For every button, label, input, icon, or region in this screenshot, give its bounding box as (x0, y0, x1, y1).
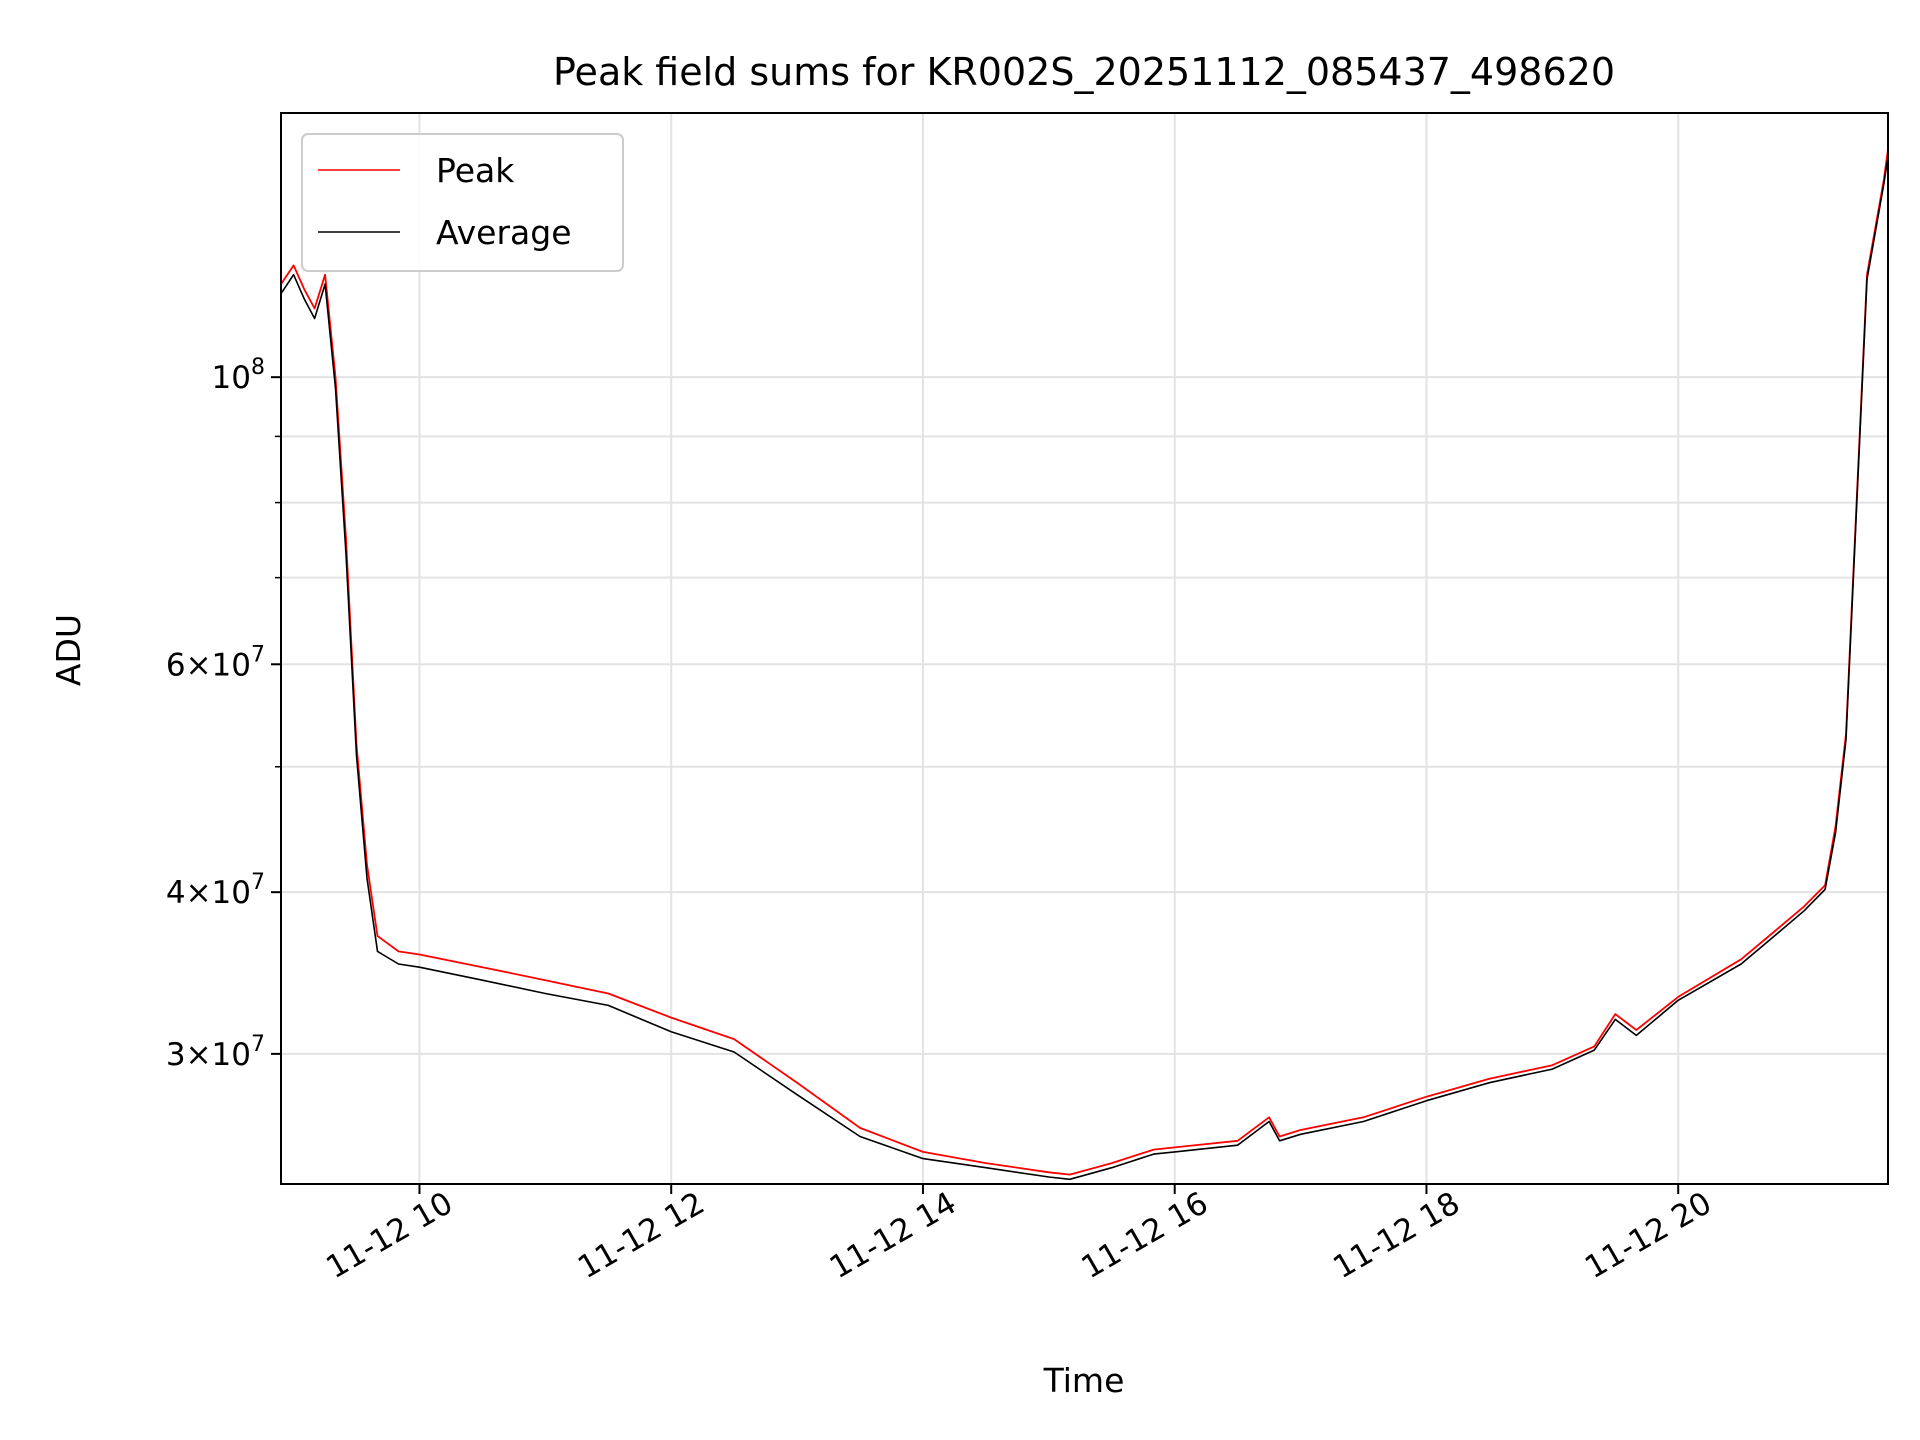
y-axis-label: ADU (49, 614, 88, 686)
y-tick-label: 6×107 (166, 642, 265, 683)
legend-box (301, 133, 624, 272)
y-tick-label: 108 (212, 355, 265, 396)
chart-title: Peak field sums for KR002S_20251112_0854… (553, 50, 1615, 94)
y-tick-label: 3×107 (166, 1032, 265, 1073)
legend: Peak Average (301, 133, 624, 272)
legend-label-peak: Peak (436, 151, 515, 190)
series-line-peak (281, 149, 1888, 1176)
series-layer (281, 149, 1888, 1181)
x-axis-label: Time (1043, 1361, 1125, 1400)
y-tick-label: 4×107 (166, 870, 265, 911)
grid (281, 113, 1888, 1184)
plot-frame (280, 112, 1889, 1185)
series-line-average (281, 156, 1888, 1181)
y-axis: 108 6×107 4×107 3×107 (166, 355, 281, 1073)
legend-label-average: Average (436, 213, 572, 252)
